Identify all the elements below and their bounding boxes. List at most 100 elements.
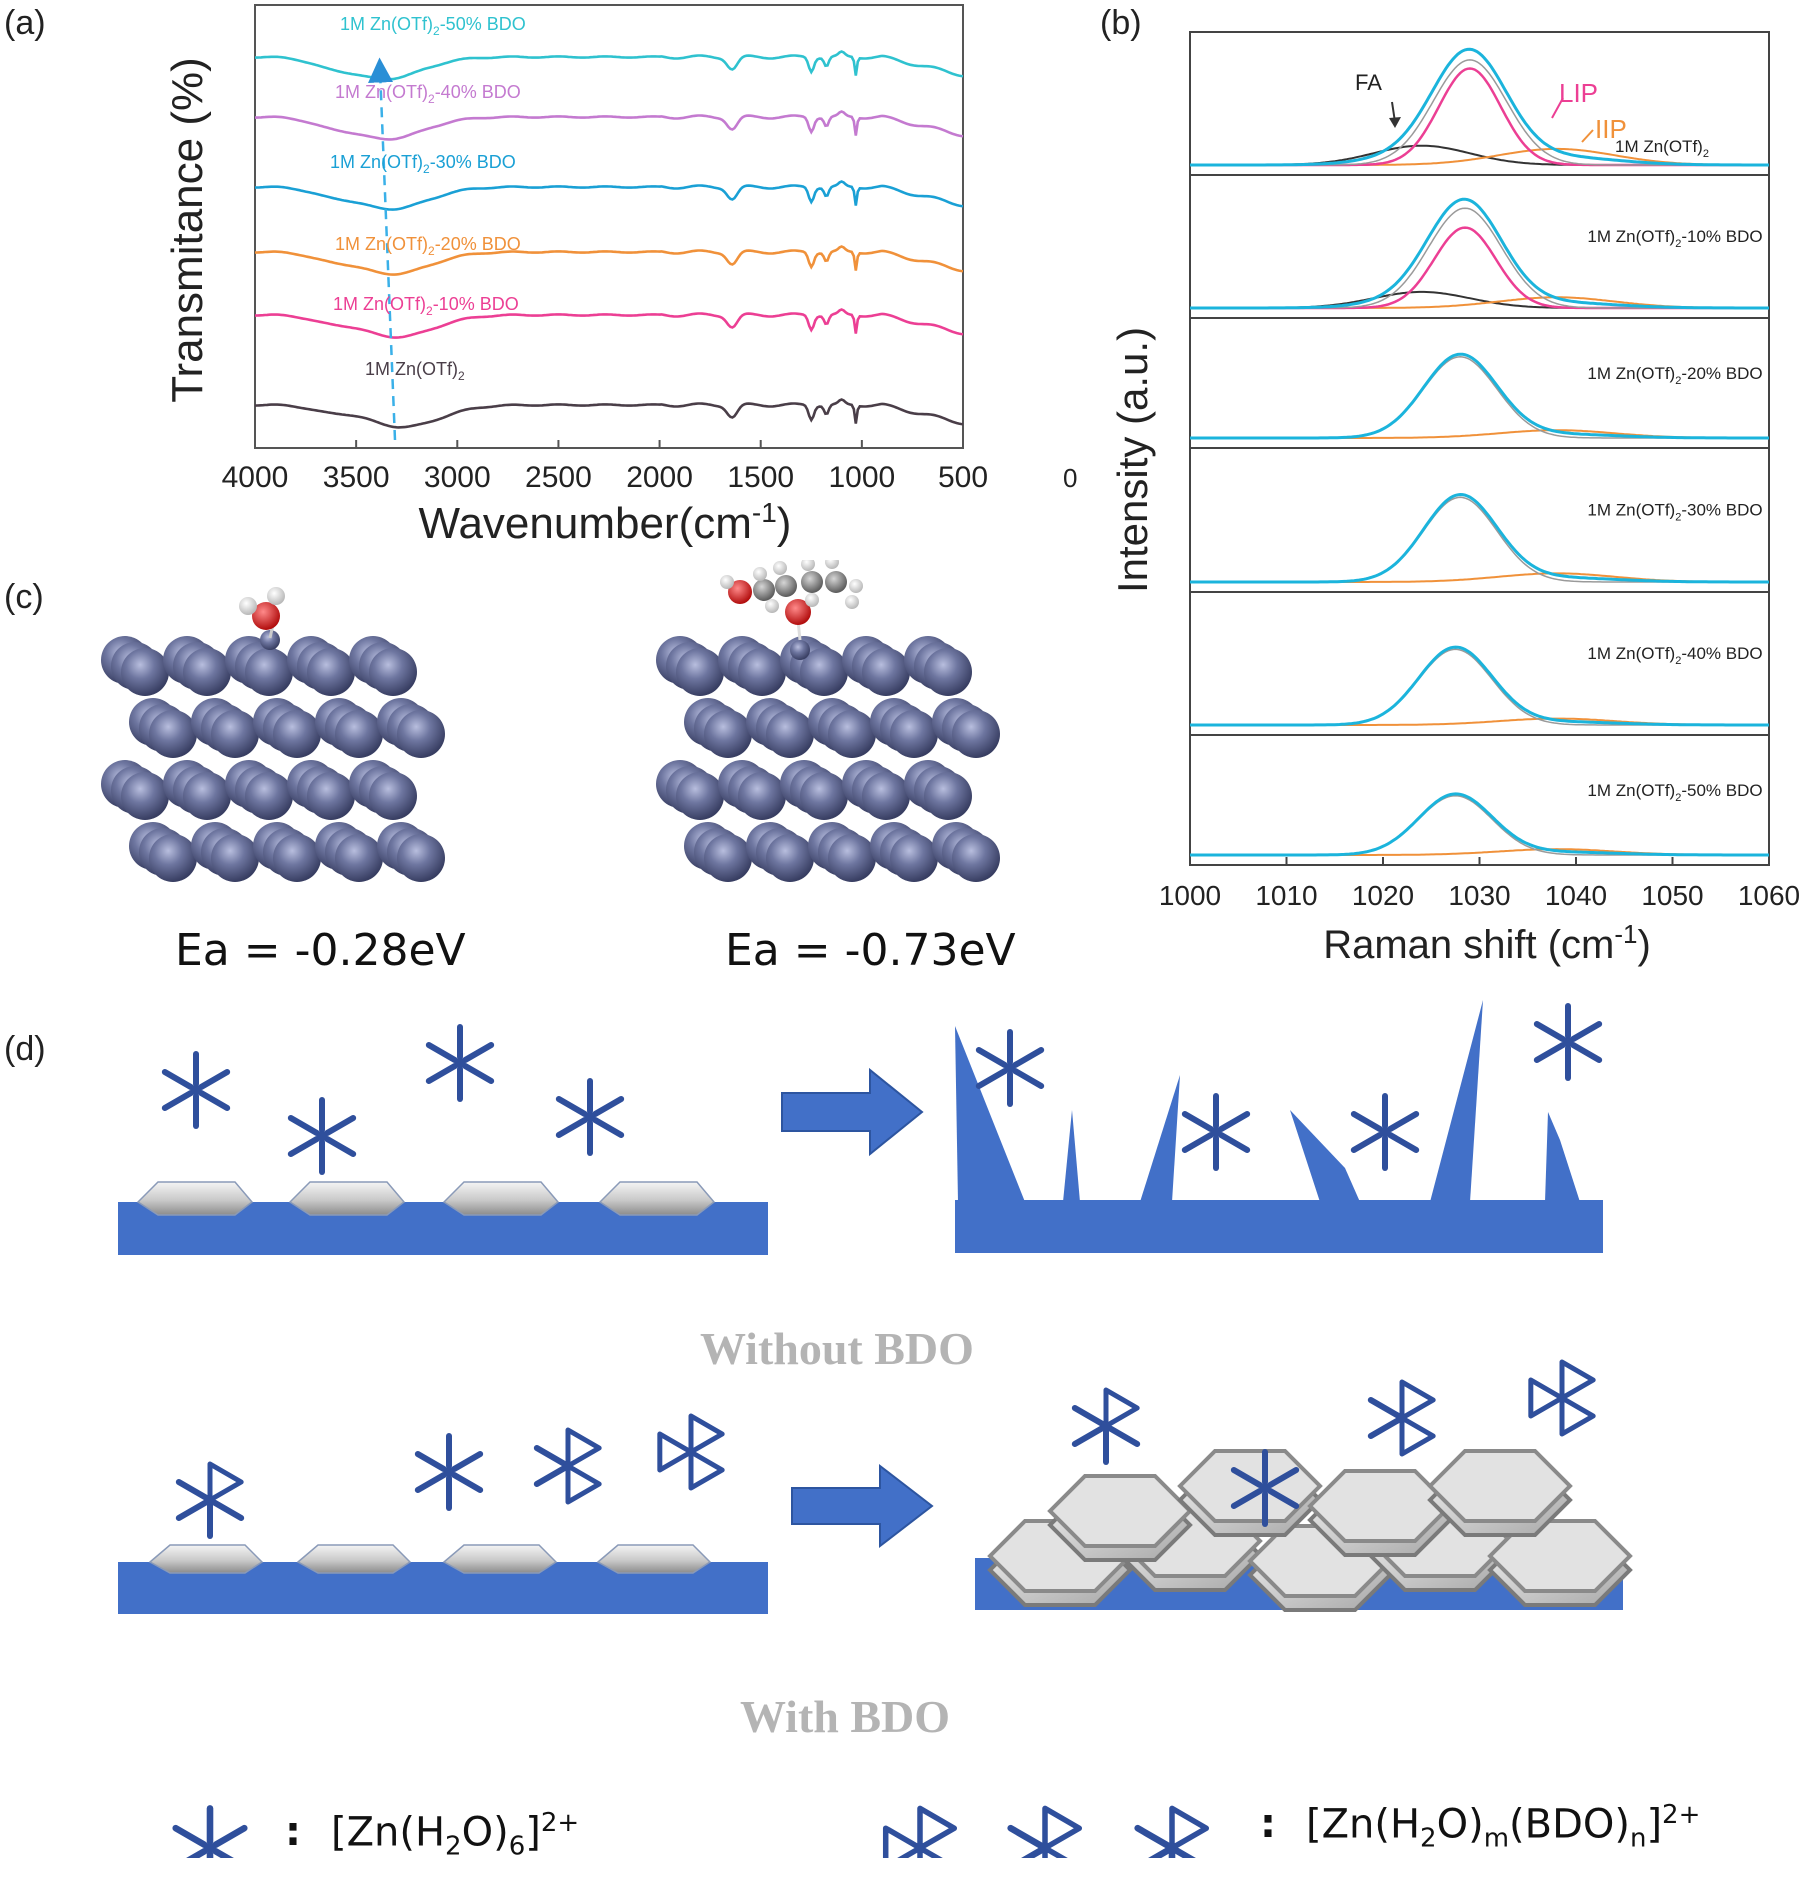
zn-atom bbox=[149, 834, 197, 882]
hydrated-zn-complex bbox=[425, 1024, 495, 1102]
zn-atom bbox=[397, 710, 445, 758]
zn-slab-bdo bbox=[656, 619, 1000, 882]
ftir-series-line bbox=[254, 180, 964, 211]
zn-atom bbox=[335, 834, 383, 882]
deposition-scheme bbox=[118, 1000, 1633, 1858]
legend-hydrated-zn: : [Zn(H2O)6]2+ bbox=[285, 1808, 579, 1861]
zn-atom bbox=[676, 772, 724, 820]
zn-atom bbox=[800, 772, 848, 820]
legend-colon-left: : bbox=[285, 1809, 301, 1856]
zn-slab-water bbox=[101, 630, 445, 882]
ftir-tick-label: 1000 bbox=[828, 461, 895, 494]
ftir-series-label: 1M Zn(OTf)2-10% BDO bbox=[333, 294, 519, 318]
zn-atom bbox=[952, 710, 1000, 758]
legend-formula-right: [Zn(H bbox=[1306, 1801, 1421, 1848]
ftir-x-ticks: 4000 3500 3000 2500 2000 1500 1000 500 bbox=[222, 440, 988, 494]
zn-atom bbox=[890, 834, 938, 882]
raman-tick-label: 1000 bbox=[1159, 880, 1221, 911]
legend-formula-part: ] bbox=[525, 1809, 541, 1856]
ftir-plot-frame bbox=[254, 4, 964, 449]
hydrated-zn-complex bbox=[1533, 1003, 1603, 1081]
zn-atom bbox=[704, 710, 752, 758]
zn-atom bbox=[307, 648, 355, 696]
zn-atom bbox=[862, 648, 910, 696]
zn-atom bbox=[766, 710, 814, 758]
ftir-series-label: 1M Zn(OTf)2-20% BDO bbox=[335, 234, 521, 258]
legend-colon-right: : bbox=[1260, 1801, 1276, 1848]
ftir-chart: 1M Zn(OTf)2-50% BDO 1M Zn(OTf)2-40% BDO 1M… bbox=[163, 4, 1077, 548]
ftir-series-line bbox=[254, 308, 964, 339]
ftir-extra-tick: 0 bbox=[1063, 463, 1077, 493]
raman-subplot-label: 1M Zn(OTf)2-40% BDO bbox=[1587, 644, 1762, 667]
legend-sup: 2+ bbox=[1662, 1800, 1701, 1830]
bdo-zn-complex bbox=[657, 1413, 725, 1491]
zn-atom bbox=[245, 772, 293, 820]
ftir-series-line bbox=[255, 110, 964, 141]
zn-atom bbox=[800, 648, 848, 696]
hydrated-zn-complex bbox=[1181, 1093, 1251, 1171]
zn-atom bbox=[952, 834, 1000, 882]
bdo-zn-complex bbox=[882, 1805, 958, 1858]
raman-x-axis-title: Raman shift (cm-1) bbox=[1323, 919, 1651, 967]
ftir-series-group bbox=[254, 50, 964, 429]
panel-label-b: (b) bbox=[1100, 4, 1142, 42]
ea-water-label: Ea = -0.28eV bbox=[175, 925, 466, 976]
raman-total-fit bbox=[1190, 47, 1769, 167]
zn-atom bbox=[738, 648, 786, 696]
hydrated-zn-complex bbox=[161, 1051, 231, 1129]
panel-label-a: (a) bbox=[4, 4, 46, 42]
oh-shift-dashed-line bbox=[368, 57, 397, 441]
zn-atom bbox=[862, 772, 910, 820]
zn-atom bbox=[183, 648, 231, 696]
hydrated-zn-complex bbox=[287, 1097, 357, 1175]
raman-subplot-label: 1M Zn(OTf)2-20% BDO bbox=[1587, 364, 1762, 387]
zn-atom bbox=[273, 710, 321, 758]
raman-tick-label: 1060 bbox=[1738, 880, 1800, 911]
with-bdo-caption: With BDO bbox=[740, 1691, 951, 1742]
raman-subplot-frame bbox=[1189, 447, 1770, 593]
process-arrow-top bbox=[781, 1067, 924, 1157]
zn-atom bbox=[397, 834, 445, 882]
zn-atom bbox=[738, 772, 786, 820]
raman-subplot-label: 1M Zn(OTf)2-30% BDO bbox=[1587, 501, 1762, 524]
zn-atom bbox=[890, 710, 938, 758]
raman-tick-label: 1030 bbox=[1448, 880, 1510, 911]
ftir-tick-label: 4000 bbox=[222, 461, 289, 494]
legend-formula-part: (BDO) bbox=[1509, 1801, 1630, 1848]
raman-total-fit bbox=[1190, 645, 1769, 727]
legend-sub: 2 bbox=[1420, 1823, 1437, 1854]
bdo-zn-complex bbox=[1367, 1379, 1436, 1457]
ftir-series-line bbox=[255, 50, 964, 81]
zn-atom bbox=[335, 710, 383, 758]
zn-atom bbox=[369, 648, 417, 696]
raman-total-fit bbox=[1190, 352, 1769, 440]
raman-annotations: FA LIP IIP bbox=[1355, 70, 1627, 144]
legend-formula-left: [Zn(H bbox=[331, 1809, 446, 1856]
legend-sub: n bbox=[1629, 1823, 1647, 1854]
bdo-zn-complex bbox=[1134, 1805, 1210, 1858]
zn-atom bbox=[369, 772, 417, 820]
ftir-series-line bbox=[254, 398, 964, 429]
bdo-zn-complex bbox=[1528, 1359, 1596, 1437]
legend-sup: 2+ bbox=[540, 1808, 580, 1838]
zn-atom bbox=[183, 772, 231, 820]
ftir-series-labels: 1M Zn(OTf)2-50% BDO 1M Zn(OTf)2-40% BDO 1M… bbox=[330, 14, 526, 383]
zn-atom bbox=[828, 834, 876, 882]
zn-atom bbox=[924, 648, 972, 696]
raman-subplot-label: 1M Zn(OTf)2-50% BDO bbox=[1587, 781, 1762, 804]
solvation-complexes bbox=[161, 1003, 1603, 1539]
zn-atom bbox=[766, 834, 814, 882]
adsorbing-zn-atom bbox=[260, 630, 280, 650]
zn-atom bbox=[676, 648, 724, 696]
zn-atom bbox=[924, 772, 972, 820]
ftir-series-line bbox=[254, 245, 964, 276]
zn-atom bbox=[828, 710, 876, 758]
hex-nuclei-bottom-left bbox=[148, 1544, 712, 1574]
zn-atom bbox=[704, 834, 752, 882]
zn-atom bbox=[121, 772, 169, 820]
raman-subplot-label: 1M Zn(OTf)2 bbox=[1615, 137, 1709, 160]
raman-total-fit bbox=[1190, 197, 1769, 310]
adsorption-models bbox=[101, 560, 1000, 882]
ftir-tick-label: 500 bbox=[938, 461, 988, 494]
zn-atom bbox=[211, 710, 259, 758]
